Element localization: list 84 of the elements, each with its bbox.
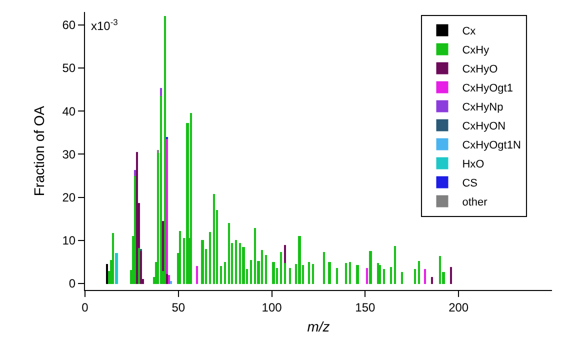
legend-label: CxHyOgt1N [462,140,521,152]
bar [134,170,136,176]
bar [265,255,267,284]
bar [239,243,241,284]
bar [284,263,286,284]
y-axis-title: Fraction of OA [30,105,47,196]
bar [345,263,347,284]
x-tick-label: 50 [172,300,186,314]
y-tick-label: 60 [62,18,76,32]
bar [160,96,162,284]
bar [220,266,222,284]
legend-label: CxHyO [462,64,498,76]
bar [439,256,441,284]
x-tick-label: 100 [262,300,282,314]
y-tick-label: 40 [62,104,76,118]
bar [160,88,162,96]
y-tick-label: 50 [62,61,76,76]
x-tick-label: 150 [355,300,376,314]
bar [450,267,452,284]
y-tick-label: 30 [62,147,76,162]
x-axis-title: m/z [307,318,330,335]
y-tick-label: 20 [62,190,76,205]
legend-label: HxO [462,158,485,171]
bar [261,250,263,284]
bar [196,266,198,284]
bar [136,152,138,284]
bar [323,252,325,284]
bar [235,240,237,284]
bar [250,260,252,284]
x-tick-label: 0 [82,300,89,314]
y-tick-label: 0 [68,276,76,291]
bar [115,253,118,284]
bar [356,265,359,284]
bar [254,228,256,284]
bar [308,262,310,284]
bar [383,269,385,284]
bar [431,277,433,284]
legend-label: CxHyON [462,120,506,133]
bar [328,262,331,284]
bar [312,264,314,284]
legend-label: CxHyOgt1 [462,82,513,95]
bar [106,264,108,284]
bar [164,16,166,284]
bar [424,269,426,284]
x-tick-label: 200 [448,300,469,314]
bar [209,232,211,284]
bar [284,245,286,263]
bar [272,262,275,284]
bar [377,263,379,284]
bar [162,221,164,271]
bar [401,272,403,284]
bar [140,251,142,284]
bar [390,267,392,284]
bar [298,236,301,284]
bar [170,281,172,284]
bar [369,251,372,284]
bar [414,269,416,284]
bar [213,194,215,284]
bar [190,113,192,284]
bar [349,262,351,284]
legend-label: CS [462,178,478,190]
bar [228,223,230,284]
legend-label: other [462,196,488,209]
legend-label: Cx [462,26,476,38]
bar [394,246,396,284]
bar [224,262,226,284]
bar [201,240,204,284]
bar [336,268,338,284]
bar [112,233,114,284]
bar [242,247,245,284]
legend-label: CxHyNp [462,102,504,114]
bar [166,139,168,274]
bar [418,261,420,284]
bar [289,268,291,284]
annotation: x10$^{-3}$ [91,17,118,34]
legend-label: CxHy [462,44,490,57]
bar [179,231,181,284]
y-tick-label: 10 [62,234,76,248]
bar [280,252,282,284]
bar [379,265,381,284]
bar [366,268,368,284]
bar [138,248,140,284]
bar [134,176,136,284]
bar [157,150,159,153]
